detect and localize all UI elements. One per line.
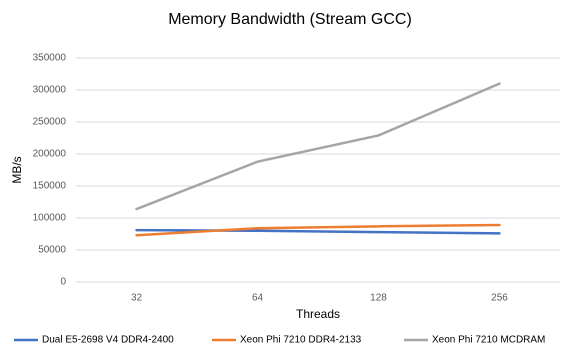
y-tick-label: 100000 xyxy=(33,213,67,224)
y-tick-label: 0 xyxy=(60,277,66,288)
x-tick-label: 32 xyxy=(131,293,143,304)
y-tick-label: 50000 xyxy=(38,245,66,256)
legend-label: Xeon Phi 7210 DDR4-2133 xyxy=(240,335,362,346)
y-axis-title: MB/s xyxy=(10,156,24,183)
x-tick-label: 128 xyxy=(370,293,387,304)
series-line xyxy=(135,228,501,235)
y-tick-label: 350000 xyxy=(33,53,67,64)
series-line xyxy=(135,223,501,237)
x-axis-title: Threads xyxy=(296,307,340,321)
legend-label: Xeon Phi 7210 MCDRAM xyxy=(432,335,545,346)
legend-label: Dual E5-2698 V4 DDR4-2400 xyxy=(42,335,174,346)
chart-title: Memory Bandwidth (Stream GCC) xyxy=(168,11,412,28)
series-line xyxy=(135,82,501,211)
x-tick-label: 256 xyxy=(491,293,508,304)
y-tick-label: 150000 xyxy=(33,181,67,192)
y-tick-label: 200000 xyxy=(33,149,67,160)
x-tick-label: 64 xyxy=(252,293,264,304)
y-tick-label: 250000 xyxy=(33,117,67,128)
y-tick-label: 300000 xyxy=(33,85,67,96)
